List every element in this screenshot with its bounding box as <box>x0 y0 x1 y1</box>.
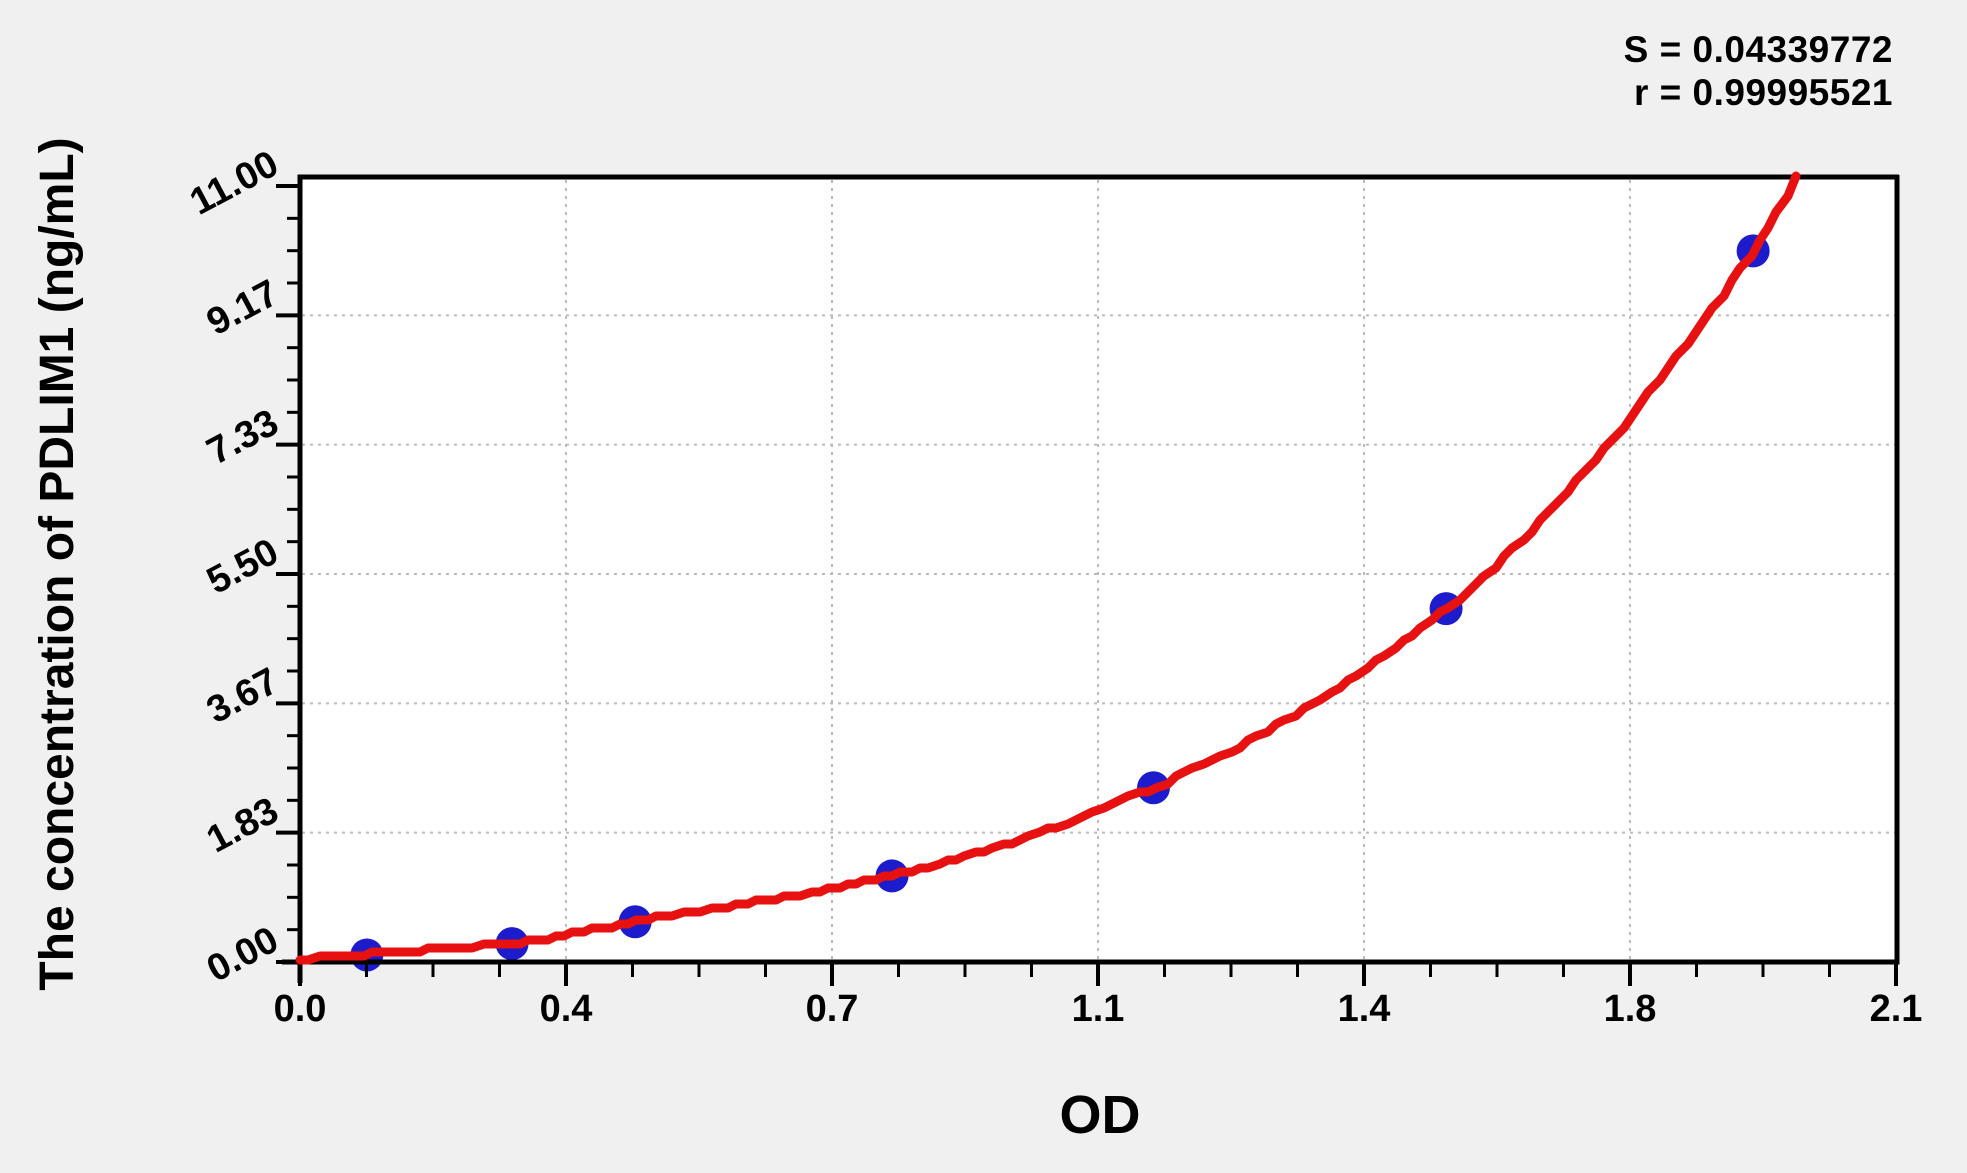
x-tick-label: 2.1 <box>1870 988 1923 1030</box>
y-tick-label: 5.50 <box>200 531 285 603</box>
x-tick-label: 1.4 <box>1338 988 1391 1030</box>
y-tick-label: 3.67 <box>200 660 285 732</box>
y-tick-label: 9.17 <box>200 272 285 344</box>
x-tick-label: 0.0 <box>274 988 327 1030</box>
y-tick-label: 11.00 <box>183 143 285 224</box>
y-tick-label: 0.00 <box>200 919 285 991</box>
y-tick-label: 7.33 <box>200 402 285 474</box>
stat-s-value: S = 0.04339772 <box>1623 29 1893 70</box>
y-tick-label: 1.83 <box>200 790 285 862</box>
fit-statistics: S = 0.04339772 r = 0.99995521 <box>1624 28 1893 114</box>
stat-r-value: r = 0.99995521 <box>1633 72 1893 113</box>
x-tick-label: 0.4 <box>540 988 593 1030</box>
x-tick-label: 1.1 <box>1072 988 1125 1030</box>
regression-curve <box>295 171 1801 965</box>
x-tick-label: 1.8 <box>1604 988 1657 1030</box>
plot-background <box>300 177 1897 962</box>
x-tick-label: 0.7 <box>806 988 859 1030</box>
x-axis-title: OD <box>1059 1085 1141 1145</box>
